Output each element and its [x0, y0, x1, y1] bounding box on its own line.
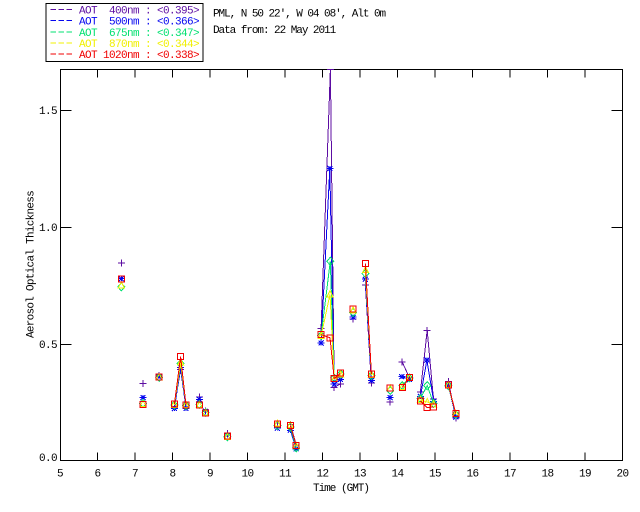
svg-text:0.0: 0.0 — [39, 453, 57, 465]
svg-text:0.5: 0.5 — [39, 340, 57, 352]
svg-text:5: 5 — [57, 469, 63, 481]
svg-text:Aerosol Optical Thickness: Aerosol Optical Thickness — [26, 191, 38, 338]
svg-text:7: 7 — [132, 469, 138, 481]
svg-text:Time (GMT): Time (GMT) — [313, 483, 369, 495]
svg-text:1.0: 1.0 — [39, 223, 57, 235]
svg-text:15: 15 — [429, 469, 441, 481]
svg-text:10: 10 — [241, 469, 253, 481]
svg-text:13: 13 — [354, 469, 366, 481]
svg-text:20: 20 — [616, 469, 628, 481]
svg-text:14: 14 — [391, 469, 404, 481]
svg-text:19: 19 — [579, 469, 591, 481]
svg-text:AOT 400nm : <0.395>: AOT 400nm : <0.395> — [79, 6, 199, 18]
svg-text:AOT 1020nm : <0.338>: AOT 1020nm : <0.338> — [79, 50, 199, 62]
svg-text:11: 11 — [279, 469, 292, 481]
svg-text:AOT 870nm : <0.344>: AOT 870nm : <0.344> — [79, 39, 199, 51]
svg-text:16: 16 — [466, 469, 478, 481]
svg-text:12: 12 — [316, 469, 328, 481]
svg-text:1.5: 1.5 — [39, 106, 57, 118]
svg-text:8: 8 — [169, 469, 175, 481]
svg-text:6: 6 — [94, 469, 100, 481]
svg-text:Data from: 22 May 2011: Data from: 22 May 2011 — [213, 25, 337, 37]
svg-text:AOT 675nm : <0.347>: AOT 675nm : <0.347> — [79, 28, 199, 40]
svg-text:AOT 500nm : <0.366>: AOT 500nm : <0.366> — [79, 17, 199, 29]
svg-text:17: 17 — [504, 469, 516, 481]
svg-text:18: 18 — [541, 469, 553, 481]
svg-text:PML, N 50 22', W 04 08', Alt 0: PML, N 50 22', W 04 08', Alt 0m — [213, 9, 387, 21]
svg-text:9: 9 — [207, 469, 213, 481]
